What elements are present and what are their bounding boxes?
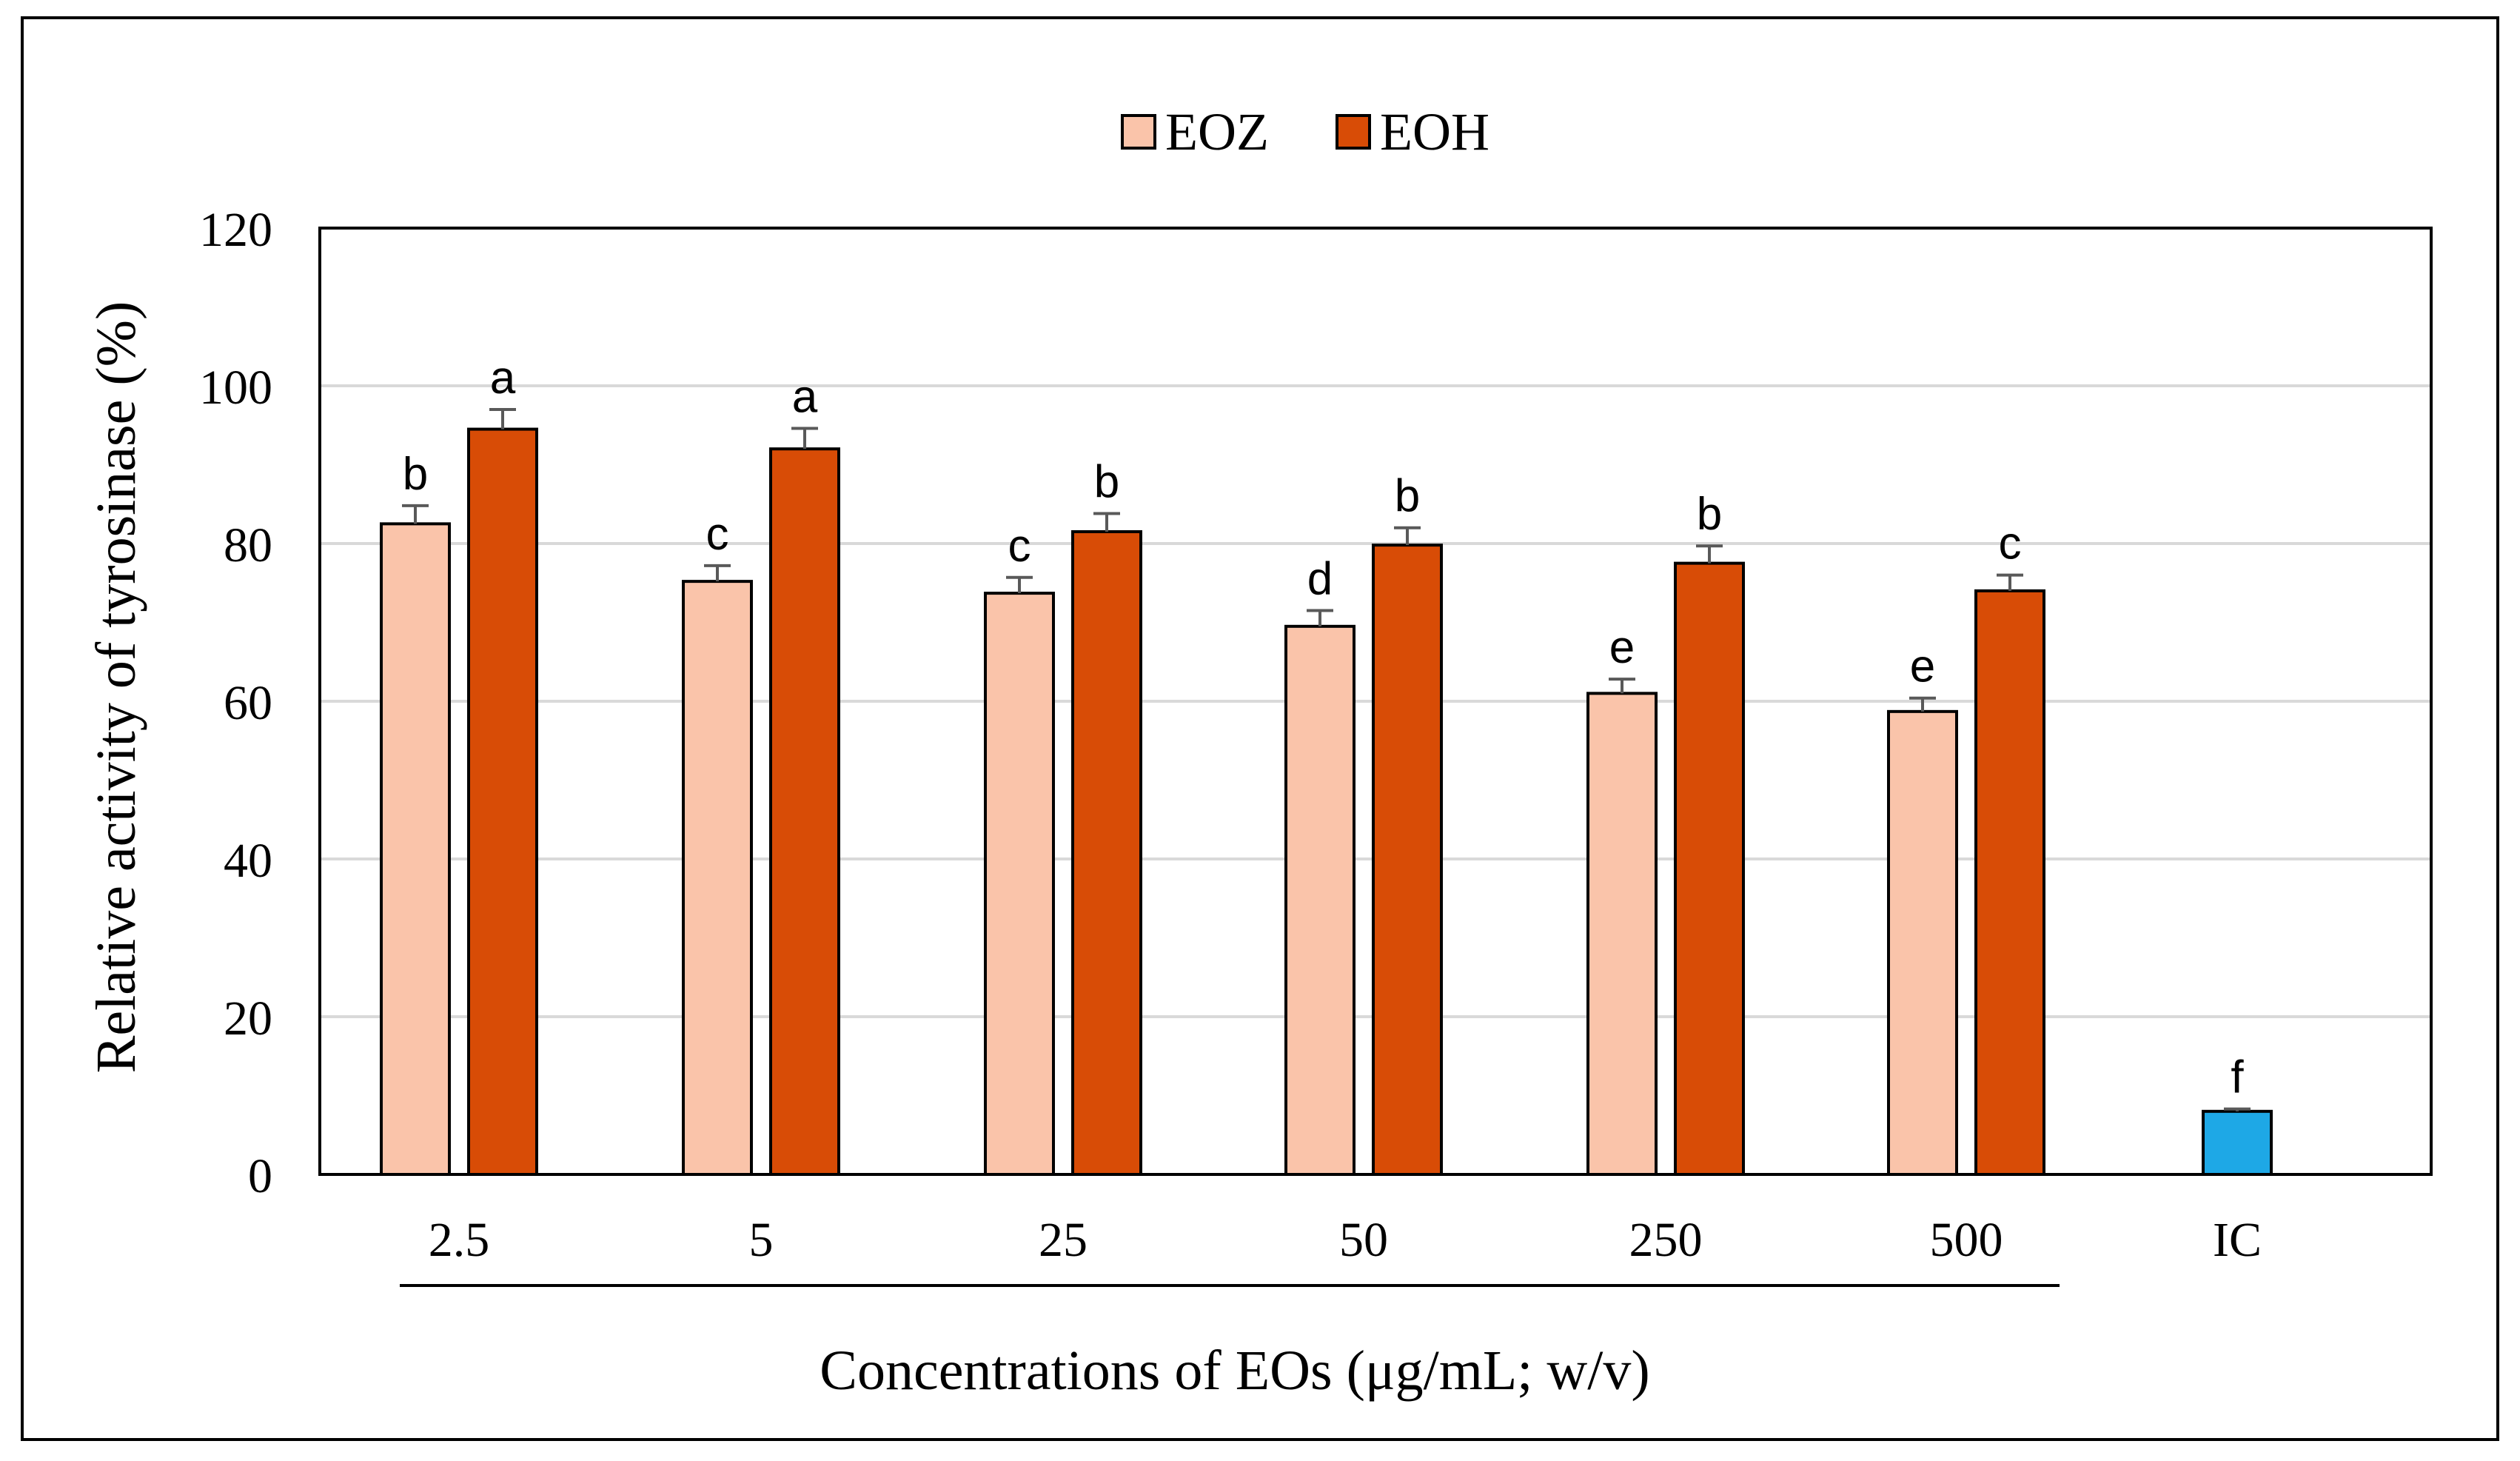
bar [682,580,753,1176]
bar [984,592,1055,1176]
y-tick-label: 0 [248,1149,272,1203]
x-tick-label: 25 [1039,1213,1088,1267]
legend-swatch [1121,114,1156,150]
bar [1586,692,1658,1176]
significance-letter: e [1609,622,1635,673]
bar [467,427,538,1176]
x-tick-label: 50 [1339,1213,1388,1267]
x-tick-label: IC [2213,1213,2262,1267]
x-tick-label: 500 [1930,1213,2003,1267]
y-tick-label: 60 [224,676,272,730]
significance-letter: d [1307,554,1333,605]
significance-letter: c [1999,518,2022,569]
bar [1887,709,1958,1176]
bar [1974,589,2045,1176]
legend-label: EOH [1380,102,1489,161]
significance-letter: c [1008,521,1031,572]
legend: EOZ EOH [1121,102,1489,161]
significance-letter: a [792,372,818,423]
significance-letter: b [1094,457,1119,508]
x-tick-label: 2.5 [429,1213,490,1267]
y-tick-label: 20 [224,992,272,1046]
significance-letter: b [1697,489,1722,540]
x-axis-title: Concentrations of EOs (μg/mL; w/v) [820,1340,1649,1402]
x-tick-label: 5 [749,1213,774,1267]
bar [1071,530,1142,1176]
bar [2202,1109,2273,1177]
y-axis-title: Relative activity of tyrosinase (%) [85,301,147,1074]
significance-letter: b [403,449,428,500]
plot-area-frame [318,227,2433,1176]
x-axis-tick-labels: 2.5 5 25 50 250 500 IC [429,1213,2262,1267]
significance-letter: a [490,352,516,404]
legend-label: EOZ [1165,102,1269,161]
legend-swatch [1336,114,1371,150]
x-tick-label: 250 [1629,1213,1703,1267]
significance-letter: e [1910,641,1935,692]
bar [1674,561,1745,1176]
y-tick-label: 120 [199,203,272,257]
significance-letter: c [706,509,729,560]
y-tick-label: 40 [224,834,272,888]
bar [380,522,451,1176]
y-axis-ticks: 0 20 40 60 80 100 120 [199,203,272,1203]
significance-letter: b [1395,471,1420,522]
bar [1372,544,1443,1176]
y-tick-label: 100 [199,361,272,415]
significance-letter: f [2231,1052,2244,1103]
y-tick-label: 80 [224,518,272,572]
bar [769,447,840,1176]
bar [1284,624,1355,1176]
